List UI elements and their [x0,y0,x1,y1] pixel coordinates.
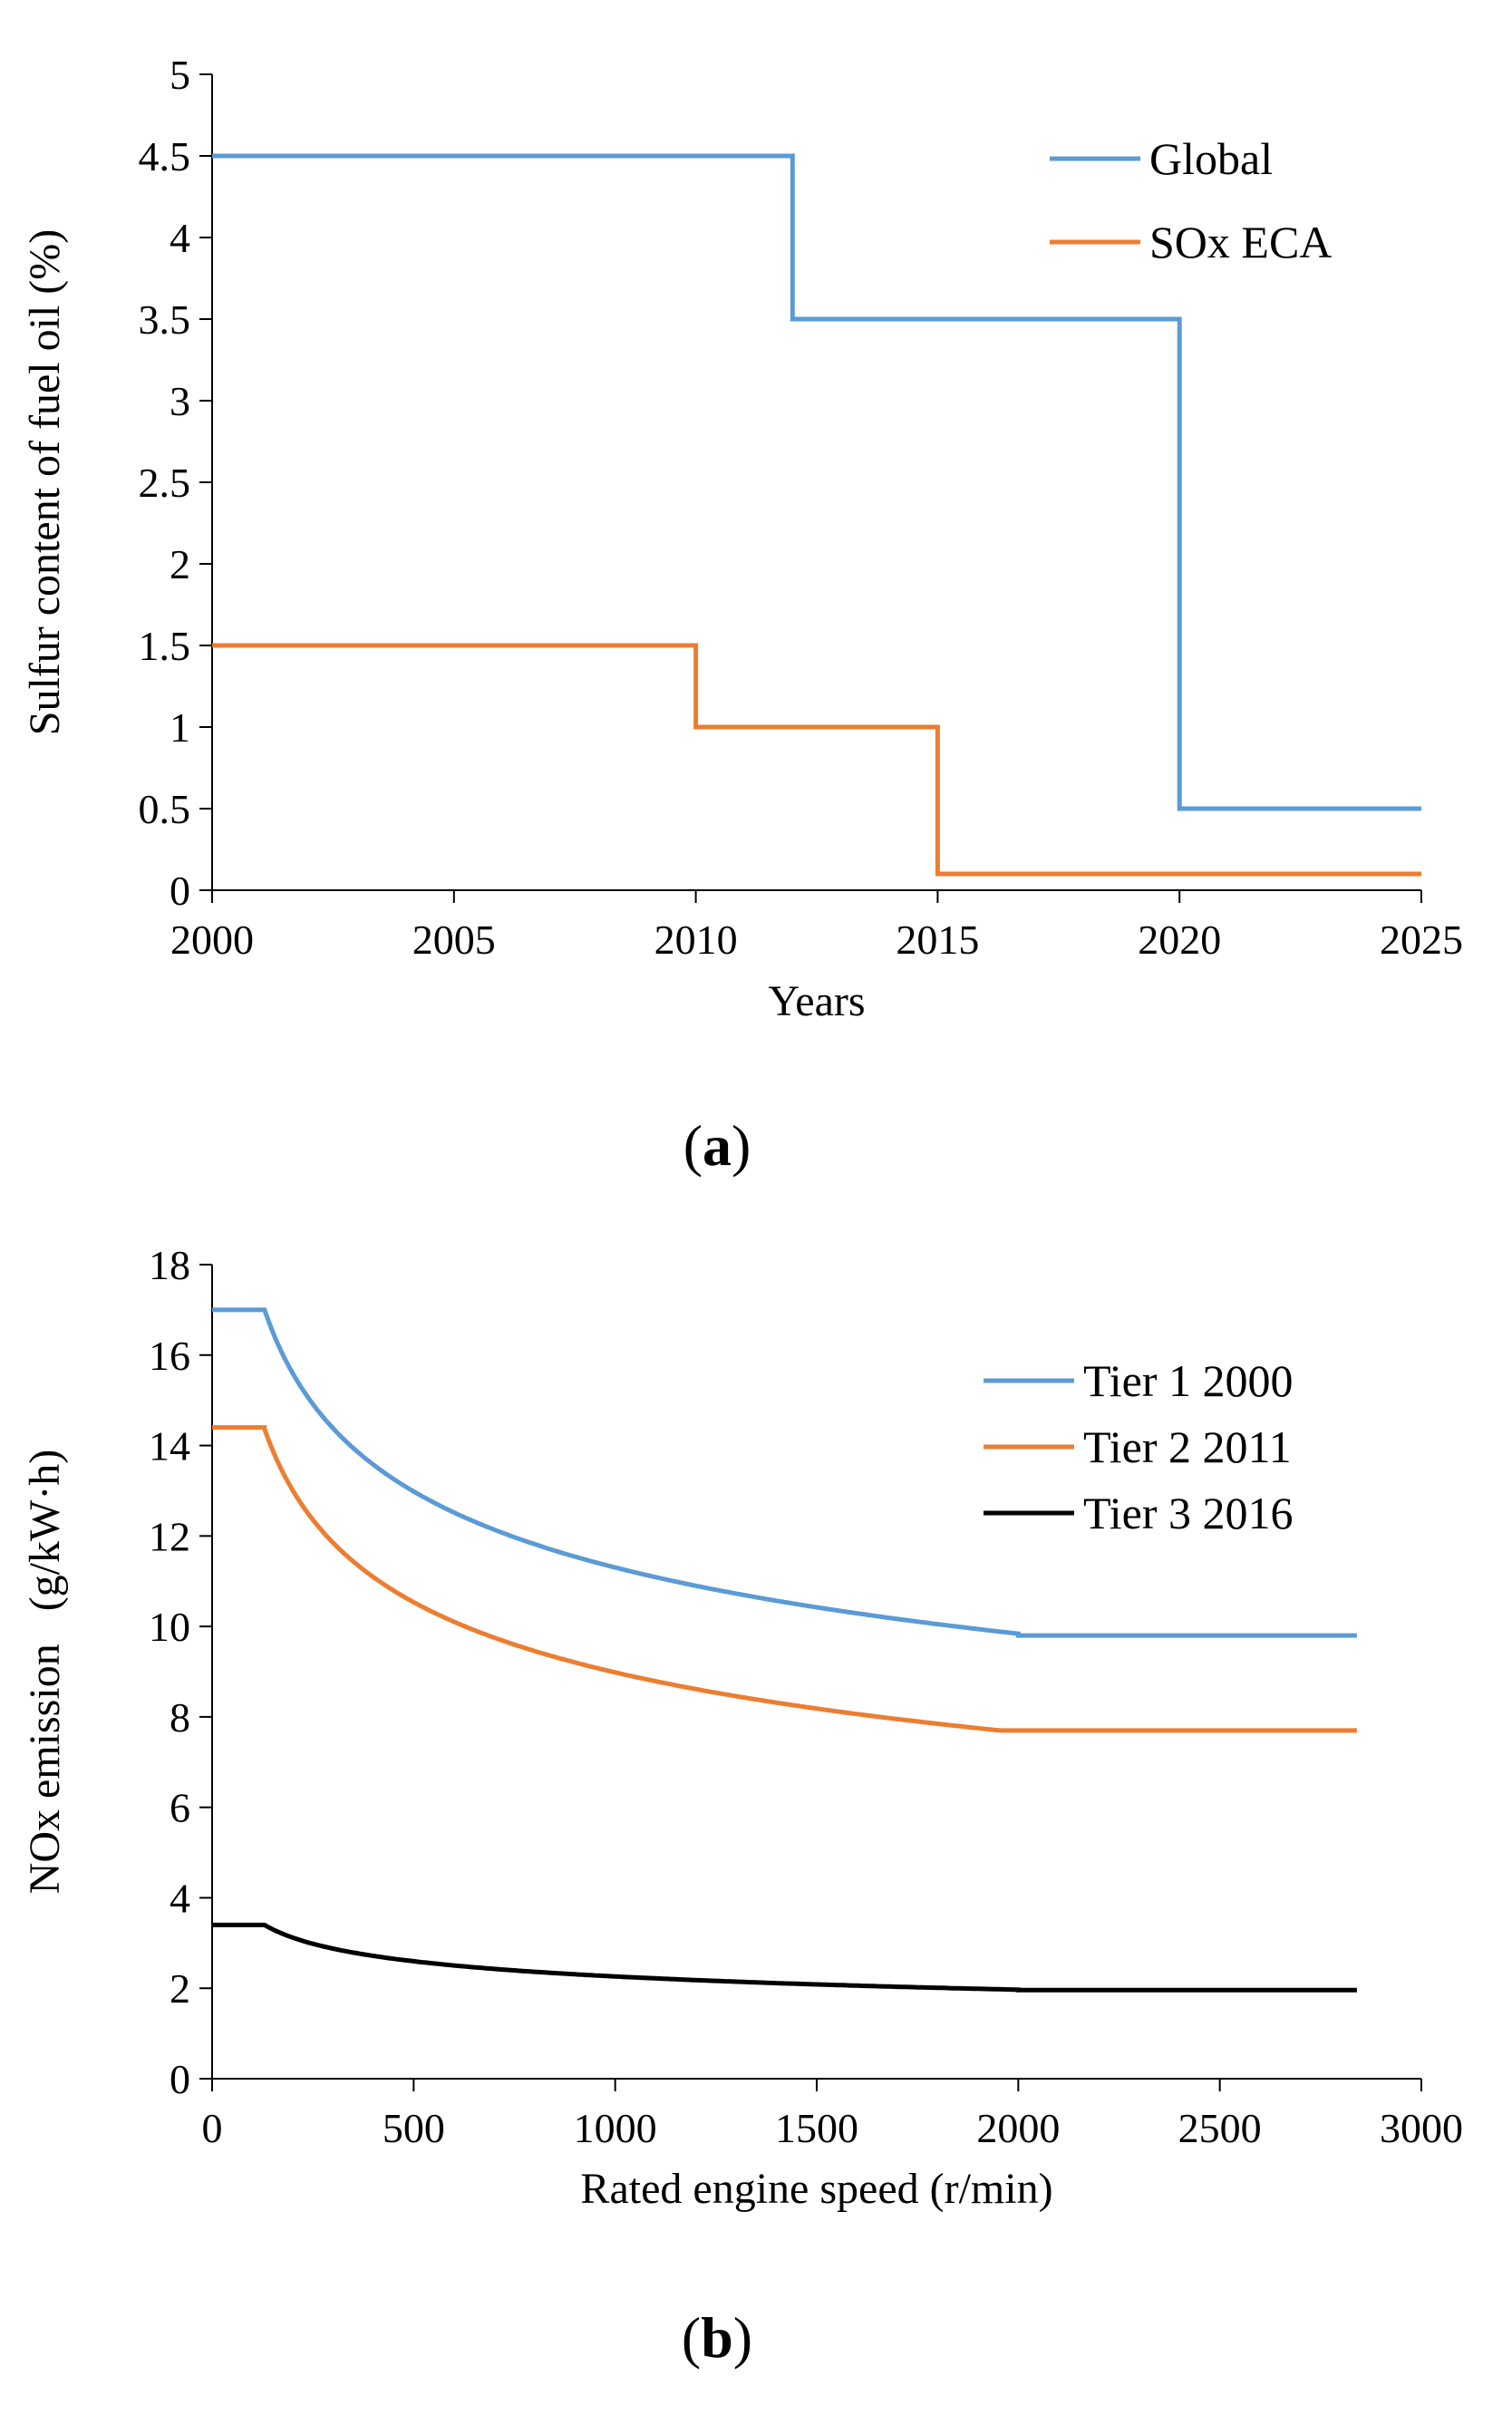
chart-b-y-tick-label: 8 [170,1694,190,1741]
chart-b-x-tick-label: 1500 [775,2105,858,2151]
chart-b-y-tick-label: 16 [149,1333,190,1379]
chart-b-x-tick-label: 500 [383,2105,445,2151]
chart-a-x-tick-label: 2025 [1380,917,1463,963]
chart-b-x-tick-label: 2000 [976,2105,1060,2151]
chart-a-y-tick-label: 3.5 [139,296,191,343]
chart-a-y-tick-label: 1.5 [139,623,191,669]
chart-a-y-tick-label: 4 [170,215,190,261]
chart-a-x-tick-label: 2020 [1138,917,1221,963]
chart-b-x-tick-label: 0 [202,2105,223,2151]
chart-a-x-tick-label: 2000 [170,917,254,963]
chart-a-legend-label: Global [1149,133,1273,184]
chart-b-y-tick-label: 18 [149,1242,190,1288]
chart-a-panel-label: (a) [683,1113,751,1178]
chart-a-y-tick-label: 0.5 [139,786,191,832]
chart-a-y-tick-label: 1 [170,704,190,751]
chart-b-y-tick-label: 0 [170,2056,190,2102]
chart-b-y-tick-label: 6 [170,1785,190,1831]
chart-a-y-tick-label: 3 [170,378,190,424]
chart-b-series-tier-2-2011-line [212,1425,1357,1733]
chart-b-y-tick-label: 14 [149,1423,190,1470]
chart-b-x-tick-label: 2500 [1178,2105,1262,2151]
chart-b-y-tick-label: 2 [170,1965,190,2012]
chart-b-legend-label: Tier 3 2016 [1083,1488,1294,1538]
chart-b-y-tick-label: 4 [170,1875,190,1921]
chart-b-legend-label: Tier 1 2000 [1083,1355,1294,1406]
chart-b-y-axis-title: NOx emission (g/kW·h) [21,1450,69,1895]
chart-a-y-tick-label: 0 [170,868,190,914]
chart-a: 0 0.5 1 1.5 2 2.5 3 3.5 4 4.5 5 2000 2005 2010 2015 202… [21,52,1463,1178]
chart-b-series-tier-1-2000-line [212,1307,1357,1638]
chart-a-x-tick-label: 2010 [654,917,738,963]
chart-a-y-tick-label: 5 [170,52,190,98]
chart-b-x-axis-title: Rated engine speed (r/min) [580,2165,1052,2213]
chart-a-y-tick-label: 4.5 [139,133,191,179]
chart-a-x-tick-label: 2015 [896,917,979,963]
chart-b-y-tick-label: 12 [149,1513,190,1559]
chart-a-x-tick-label: 2005 [412,917,496,963]
chart-a-y-tick-label: 2.5 [139,460,191,506]
chart-b-x-tick-label: 1000 [574,2105,657,2151]
chart-a-y-tick-label: 2 [170,541,190,587]
chart-a-x-axis-title: Years [768,977,865,1025]
chart-a-series-global-line [212,153,1421,811]
chart-a-legend-label: SOx ECA [1149,217,1332,267]
chart-b-legend-label: Tier 2 2011 [1083,1421,1292,1472]
chart-b-y-tick-label: 10 [149,1604,190,1650]
chart-b-panel-label: (b) [682,2305,752,2370]
chart-a-y-axis-title: Sulfur content of fuel oil (%) [21,229,69,736]
chart-b-series-tier-3-2016-line [212,1922,1357,1993]
chart-b-x-tick-label: 3000 [1380,2105,1463,2151]
chart-a-series-sox-eca-line [212,643,1421,877]
chart-b: 0 2 4 6 8 10 12 14 16 18 0 500 1000 1500 2000 2500 3000 R… [21,1242,1463,2370]
